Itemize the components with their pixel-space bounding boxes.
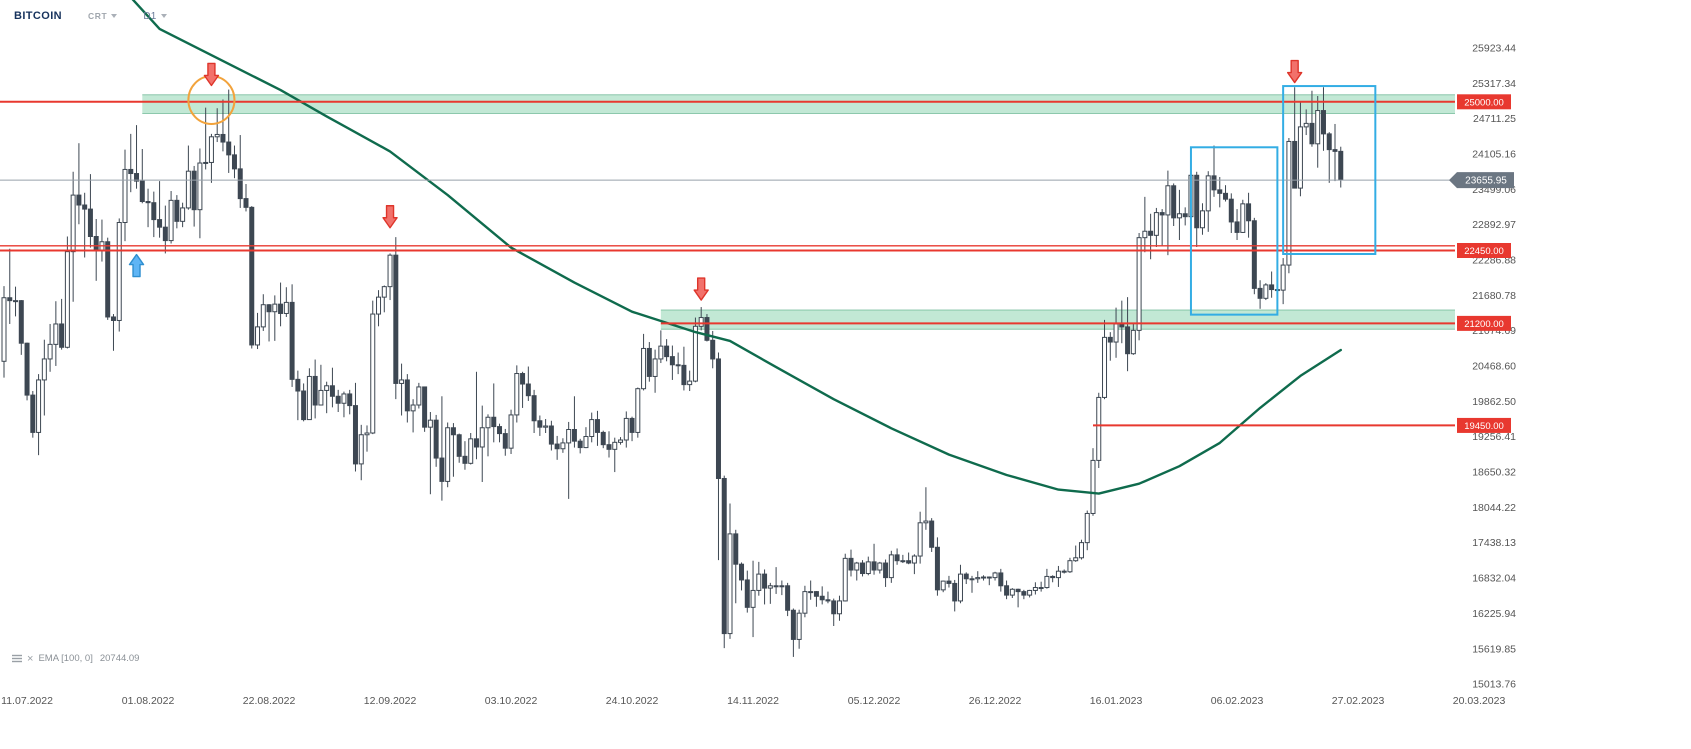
date-axis-label: 12.09.2022 [364,695,417,707]
price-axis-label: 15013.76 [1472,679,1516,691]
indicator-remove-icon[interactable]: × [27,652,34,665]
ema-line[interactable] [125,0,1342,495]
date-axis-label: 24.10.2022 [606,695,659,707]
price-axis-label: 25923.44 [1472,42,1516,54]
price-axis-label: 18650.32 [1472,467,1516,479]
date-axis-label: 06.02.2023 [1211,695,1264,707]
chart-type-label: CRT [88,11,108,21]
price-level-badge: 21200.00 [1457,315,1511,331]
price-level-badge: 25000.00 [1457,94,1511,110]
price-axis-label: 24105.16 [1472,148,1516,160]
date-axis-label: 20.03.2023 [1453,695,1506,707]
chevron-down-icon [111,14,118,18]
price-axis-label: 16832.04 [1472,573,1516,585]
annotation-rectangle[interactable] [1282,85,1377,255]
sell-signal-arrow-icon[interactable] [693,277,709,301]
price-axis-label: 20468.60 [1472,361,1516,373]
chevron-down-icon [160,14,167,18]
chart-type-selector[interactable]: CRT [88,11,118,21]
timeframe-selector[interactable]: D1 [143,10,167,22]
svg-text:21200.00: 21200.00 [1464,319,1504,330]
indicator-menu-icon[interactable] [12,654,22,663]
svg-text:19450.00: 19450.00 [1464,421,1504,432]
date-axis-label: 05.12.2022 [848,695,901,707]
sell-signal-arrow-icon[interactable] [203,62,220,87]
buy-signal-arrow-icon[interactable] [128,253,145,278]
price-axis-label: 18044.22 [1472,502,1516,514]
price-axis-label: 22892.97 [1472,219,1516,231]
svg-text:23655.95: 23655.95 [1465,176,1507,187]
indicator-value: 20744.09 [99,653,140,664]
candlestick-series [1,87,1344,657]
price-axis-label: 25317.34 [1472,78,1516,90]
annotation-rectangle[interactable] [1189,146,1279,316]
price-axis-label: 24711.25 [1473,113,1516,125]
svg-text:25000.00: 25000.00 [1464,97,1504,108]
date-axis-label: 27.02.2023 [1332,695,1385,707]
indicator-label: EMA [100, 0] [38,653,93,664]
price-axis-label: 15619.85 [1472,643,1516,655]
timeframe-label: D1 [143,10,157,22]
date-axis-label: 22.08.2022 [243,695,296,707]
chart-header: BITCOIN CRT D1 [14,10,167,22]
date-axis-label: 01.08.2022 [122,695,175,707]
date-axis-label: 26.12.2022 [969,695,1022,707]
price-level-badge: 22450.00 [1457,242,1511,258]
price-axis-label: 19862.50 [1472,396,1516,408]
date-axis-label: 16.01.2023 [1090,695,1143,707]
price-axis-label: 19256.41 [1472,431,1516,443]
date-axis-label: 14.11.2022 [727,695,779,707]
date-axis-label: 11.07.2022 [1,695,53,707]
sell-signal-arrow-icon[interactable] [382,205,398,229]
price-axis-label: 16225.94 [1472,608,1516,620]
price-level-badge: 19450.00 [1457,417,1511,433]
supply-demand-zone[interactable] [660,309,1455,330]
current-price-badge: 23655.95 [1449,172,1514,189]
sell-signal-arrow-icon[interactable] [1286,59,1303,84]
svg-text:22450.00: 22450.00 [1464,246,1504,257]
date-axis-label: 03.10.2022 [485,695,538,707]
supply-demand-zone[interactable] [142,94,1455,114]
price-axis-label: 17438.13 [1472,537,1516,549]
price-axis-label: 21680.78 [1472,290,1516,302]
symbol-title[interactable]: BITCOIN [14,10,63,22]
indicator-legend[interactable]: × EMA [100, 0] 20744.09 [12,653,139,664]
